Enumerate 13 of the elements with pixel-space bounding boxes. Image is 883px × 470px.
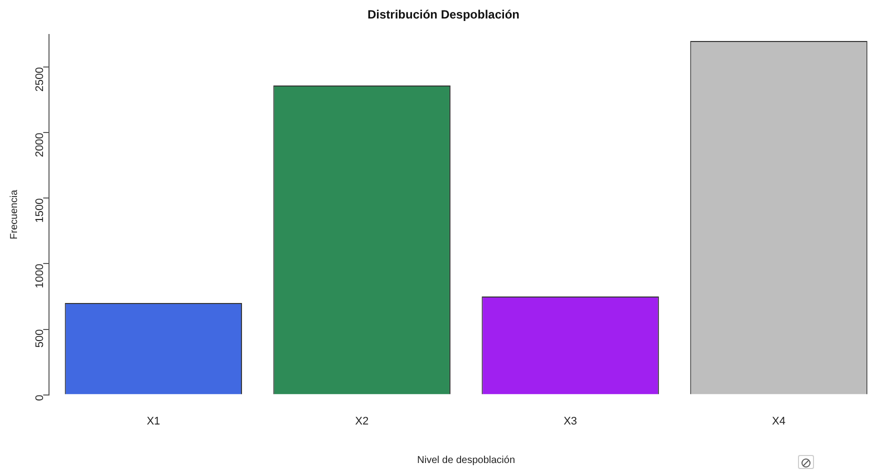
y-tick-label: 1500 xyxy=(34,198,46,223)
x-tick-label: X4 xyxy=(772,415,786,428)
x-tick-label: X3 xyxy=(564,415,578,428)
x-axis-title: Nivel de despoblación xyxy=(417,454,516,466)
y-tick-label: 1000 xyxy=(34,264,46,288)
y-tick-label: 2000 xyxy=(34,132,46,158)
chart-title: Distribución Despoblación xyxy=(367,8,520,22)
x-tick-label: X1 xyxy=(146,415,160,428)
y-tick-label: 500 xyxy=(34,329,46,348)
y-tick-label: 0 xyxy=(34,394,46,401)
y-axis-title: Frecuencia xyxy=(8,189,20,240)
x-tick-label: X2 xyxy=(355,415,369,428)
y-tick-label: 2500 xyxy=(34,67,46,92)
